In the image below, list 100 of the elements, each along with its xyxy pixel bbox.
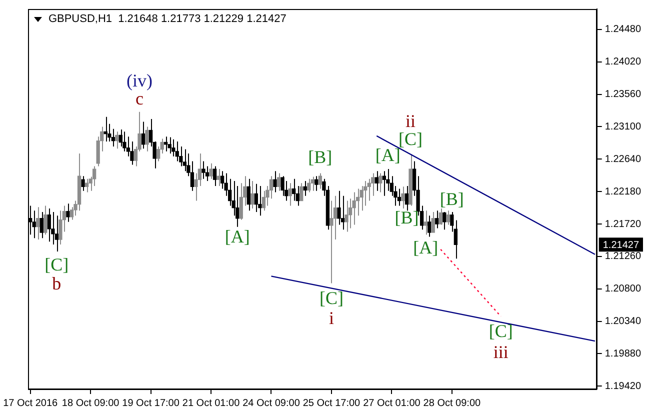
- candlestick: [367, 178, 371, 202]
- candlestick: [276, 172, 281, 192]
- candlestick: [364, 180, 368, 206]
- candlestick: [314, 176, 318, 192]
- candlestick: [246, 178, 250, 212]
- candlestick: [374, 170, 378, 192]
- candlestick: [239, 182, 243, 220]
- candlestick: [303, 180, 307, 196]
- candlestick: [258, 185, 262, 216]
- candlestick: [300, 182, 304, 202]
- y-tick-label: 1.24020: [604, 56, 642, 68]
- candlestick: [428, 215, 432, 238]
- candlestick: [209, 162, 213, 180]
- y-tick-label: 1.23100: [604, 121, 642, 132]
- candlestick: [111, 128, 115, 147]
- annotation: c: [135, 88, 144, 109]
- annotation: [C]: [398, 128, 423, 149]
- candlestick: [254, 183, 258, 213]
- y-tick-label: 1.21720: [604, 218, 642, 230]
- y-tick-label: 1.19420: [604, 380, 642, 392]
- annotation: [A]: [375, 144, 400, 165]
- candlestick: [194, 172, 198, 202]
- y-tick-label: 1.21260: [604, 251, 642, 262]
- candlestick: [47, 208, 51, 242]
- annotation: i: [328, 308, 334, 328]
- annotation: [C]: [488, 321, 513, 342]
- candlestick: [337, 190, 341, 226]
- candlestick: [438, 208, 442, 226]
- candlestick: [66, 203, 70, 222]
- candlestick: [310, 176, 314, 192]
- x-tick-label: 19 Oct 17:00: [122, 398, 180, 409]
- x-tick-label: 27 Oct 01:00: [363, 398, 421, 409]
- annotation: (iv): [126, 70, 152, 91]
- candlestick: [262, 190, 266, 212]
- candlestick: [340, 195, 345, 230]
- candlestick: [179, 146, 183, 167]
- candlestick: [273, 170, 277, 193]
- x-tick-label: 21 Oct 01:00: [182, 398, 240, 409]
- y-tick-label: 1.24480: [604, 24, 642, 36]
- annotation: [B]: [308, 147, 332, 167]
- candlestick: [145, 126, 149, 152]
- annotation: [C]: [44, 254, 69, 274]
- x-tick-label: 24 Oct 09:00: [242, 398, 300, 409]
- annotation: [C]: [319, 288, 344, 308]
- candlestick: [175, 141, 179, 162]
- annotation: iii: [493, 342, 508, 362]
- candlestick: [44, 205, 48, 236]
- candlestick: [435, 210, 439, 229]
- candlestick: [84, 178, 89, 193]
- candlestick: [141, 121, 146, 150]
- candlestick: [348, 198, 352, 229]
- x-tick-label: 17 Oct 2016: [3, 398, 58, 409]
- x-tick-label: 18 Oct 09:00: [62, 398, 120, 409]
- candlestick: [250, 180, 254, 210]
- candlestick: [442, 212, 446, 230]
- candlestick: [54, 215, 59, 252]
- y-tick-label: 1.19880: [604, 348, 642, 360]
- annotation: [B]: [440, 188, 464, 209]
- candlestick: [36, 206, 40, 240]
- candlestick: [236, 185, 240, 228]
- candlestick: [404, 185, 409, 212]
- text: 1.21427: [602, 240, 640, 251]
- y-tick-label: 1.20340: [604, 316, 642, 328]
- candlestick: [40, 212, 44, 239]
- candlestick: [446, 210, 450, 226]
- annotation: [B]: [394, 207, 419, 228]
- y-tick-label: 1.23560: [604, 89, 642, 100]
- candlestick: [401, 186, 405, 210]
- candlestick: [397, 188, 402, 206]
- candlestick: [115, 131, 119, 150]
- candlestick: [288, 182, 292, 206]
- candlestick: [360, 185, 364, 212]
- annotation: b: [52, 273, 62, 294]
- candlestick: [81, 176, 85, 192]
- candlestick: [51, 212, 55, 245]
- candlestick: [431, 212, 435, 233]
- candlestick: [202, 160, 206, 180]
- candlestick: [318, 172, 322, 190]
- candlestick: [292, 178, 296, 202]
- candlestick: [344, 200, 348, 232]
- candlestick: [212, 166, 217, 186]
- y-tick-label: 1.22180: [604, 186, 642, 198]
- candlestick: [172, 138, 176, 157]
- candlestick: [424, 210, 428, 236]
- chart-title: GBPUSD,H1 1.21648 1.21773 1.21229 1.21427: [48, 13, 286, 25]
- x-tick-label: 25 Oct 17:00: [302, 398, 361, 409]
- candlestick: [182, 148, 186, 172]
- candlestick: [220, 170, 224, 190]
- y-tick-label: 1.20800: [604, 284, 642, 295]
- candlestick: [156, 146, 160, 162]
- candlestick: [307, 178, 311, 193]
- candlestick: [330, 200, 334, 284]
- candlestick: [352, 192, 356, 226]
- candlestick: [216, 168, 220, 186]
- x-tick-label: 28 Oct 09:00: [423, 398, 481, 409]
- annotation: ii: [406, 110, 416, 131]
- candlestick: [382, 170, 386, 196]
- candlestick: [378, 172, 382, 193]
- candlestick: [168, 136, 172, 154]
- annotation: [A]: [413, 237, 438, 258]
